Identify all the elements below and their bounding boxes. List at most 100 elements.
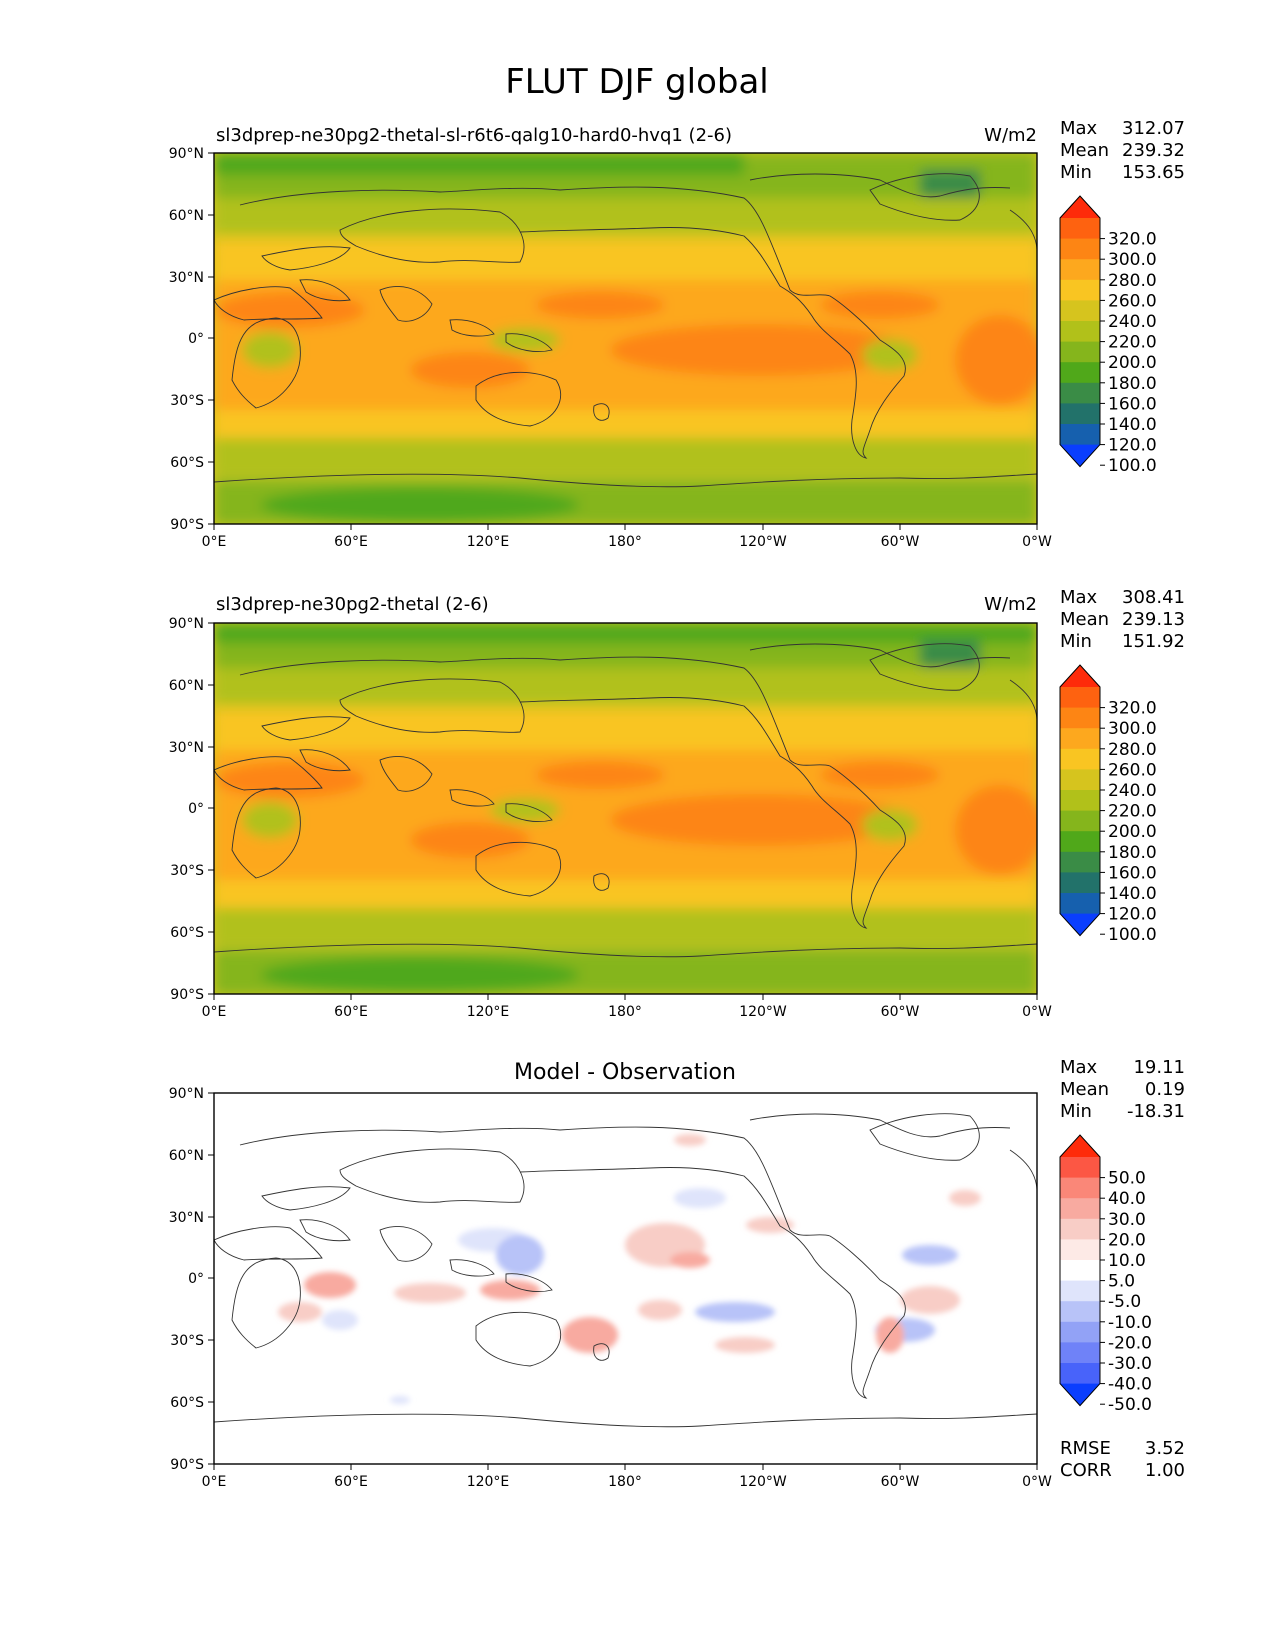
panel-1-lat-tick-90s: 90°S — [170, 517, 204, 533]
panel-1-lat-tick-60s: 60°S — [170, 455, 204, 471]
panel-2-lon-tick-60e: 60°E — [334, 1004, 368, 1020]
colorbar-tick-label: 240.0 — [1108, 312, 1157, 332]
colorbar-bin — [1060, 831, 1100, 853]
panel-3-lat-tick-60n: 60°N — [169, 1148, 204, 1164]
panel-2-map — [214, 623, 1037, 994]
panel-3-lon-axis: 0°E 60°E 120°E 180° 120°W 60°W 0°W — [202, 1464, 1052, 1490]
colorbar-bin — [1060, 403, 1100, 425]
colorbar-extend-top — [1060, 665, 1100, 687]
panel-2-lat-axis: 90°N 60°N 30°N 0° 30°S 60°S 90°S — [169, 616, 214, 1003]
panel-3-stat-mean-label: Mean — [1060, 1079, 1109, 1100]
panel-3-lat-tick-60s: 60°S — [170, 1395, 204, 1411]
panel-2-coastlines — [214, 643, 1037, 958]
colorbar-tick-label: 320.0 — [1108, 230, 1157, 250]
colorbar-tick-label: 140.0 — [1108, 884, 1157, 904]
panel-2-lon-tick-0e: 0°E — [202, 1004, 227, 1020]
colorbar-bin — [1060, 279, 1100, 301]
panel-1-lat-tick-30s: 30°S — [170, 393, 204, 409]
colorbar-tick-label: 300.0 — [1108, 250, 1157, 270]
colorbar-bin — [1060, 810, 1100, 832]
colorbar-tick-label: 220.0 — [1108, 802, 1157, 822]
colorbar-tick-label: -50.0 — [1108, 1395, 1152, 1415]
panel-2-lon-tick-120w: 120°W — [739, 1004, 787, 1020]
colorbar-tick-label: 180.0 — [1108, 843, 1157, 863]
colorbar-bin — [1060, 1198, 1100, 1220]
panel-2-lon-tick-120e: 120°E — [467, 1004, 510, 1020]
colorbar-bin — [1060, 1280, 1100, 1302]
panel-3-colorbar: 50.040.030.020.010.05.0-5.0-10.0-20.0-30… — [1059, 1134, 1152, 1415]
panel-2-lat-tick-30s: 30°S — [170, 863, 204, 879]
panel-2-stat-min-value: 151.92 — [1122, 631, 1185, 652]
panel-1-lat-axis: 90°N 60°N 30°N 0° 30°S 60°S 90°S — [169, 146, 214, 533]
colorbar-bin — [1060, 1218, 1100, 1240]
panel-3-lon-tick-180: 180° — [608, 1474, 642, 1490]
colorbar-tick-label: 220.0 — [1108, 333, 1157, 353]
panel-3-stat-mean-value: 0.19 — [1145, 1079, 1185, 1100]
colorbar-extend-bottom — [1060, 913, 1100, 936]
colorbar-bin — [1060, 1177, 1100, 1199]
colorbar-tick-label: 40.0 — [1108, 1189, 1146, 1209]
panel-2-colorbar: 320.0300.0280.0260.0240.0220.0200.0180.0… — [1059, 664, 1157, 945]
panel-2-stat-max-value: 308.41 — [1122, 587, 1185, 608]
colorbar-tick-label: 20.0 — [1108, 1230, 1146, 1250]
colorbar-tick-label: 180.0 — [1108, 374, 1157, 394]
panel-3-lat-tick-30n: 30°N — [169, 1210, 204, 1226]
colorbar-bin — [1060, 382, 1100, 404]
panel-1-stat-mean-label: Mean — [1060, 140, 1109, 161]
colorbar-bin — [1060, 728, 1100, 750]
panel-3-stat-max-label: Max — [1060, 1057, 1098, 1078]
colorbar-tick-label: 100.0 — [1108, 456, 1157, 476]
colorbar-bin — [1060, 341, 1100, 363]
colorbar-tick-label: 30.0 — [1108, 1210, 1146, 1230]
colorbar-tick-label: 260.0 — [1108, 760, 1157, 780]
panel-3-map — [214, 1093, 1037, 1464]
colorbar-tick-label: 160.0 — [1108, 863, 1157, 883]
panel-3-lat-tick-30s: 30°S — [170, 1333, 204, 1349]
colorbar-bin — [1060, 851, 1100, 873]
colorbar-tick-label: -40.0 — [1108, 1375, 1152, 1395]
panel-1-lon-tick-0e: 0°E — [202, 534, 227, 550]
panel-1-lon-tick-60e: 60°E — [334, 534, 368, 550]
colorbar-bin — [1060, 1260, 1100, 1282]
colorbar-tick-label: 120.0 — [1108, 436, 1157, 456]
panel-2-lat-tick-0: 0° — [188, 801, 204, 817]
panel-2-stat-mean-value: 239.13 — [1122, 609, 1185, 630]
panel-3-lat-axis: 90°N 60°N 30°N 0° 30°S 60°S 90°S — [169, 1086, 214, 1473]
colorbar-bin — [1060, 259, 1100, 281]
colorbar-bin — [1060, 1239, 1100, 1261]
panel-3-lat-tick-90n: 90°N — [169, 1086, 204, 1102]
panel-1-colorbar: 320.0300.0280.0260.0240.0220.0200.0180.0… — [1059, 195, 1157, 476]
colorbar-tick-label: 140.0 — [1108, 415, 1157, 435]
panel-3-rmse-value: 3.52 — [1145, 1438, 1185, 1459]
panel-2-units: W/m2 — [984, 594, 1037, 615]
colorbar-tick-label: 280.0 — [1108, 271, 1157, 291]
panel-2-stat-max-label: Max — [1060, 587, 1098, 608]
colorbar-tick-label: 200.0 — [1108, 822, 1157, 842]
panel-1-stat-mean-value: 239.32 — [1122, 140, 1185, 161]
colorbar-bin — [1060, 1363, 1100, 1385]
panel-3-lon-tick-0e: 0°E — [202, 1474, 227, 1490]
panel-3-lat-tick-90s: 90°S — [170, 1457, 204, 1473]
colorbar-tick-label: 50.0 — [1108, 1169, 1146, 1189]
panel-2-stat-mean-label: Mean — [1060, 609, 1109, 630]
colorbar-bin — [1060, 769, 1100, 791]
colorbar-tick-label: 300.0 — [1108, 719, 1157, 739]
panel-2-lon-axis: 0°E 60°E 120°E 180° 120°W 60°W 0°W — [202, 994, 1052, 1020]
panel-3-stat-min-value: -18.31 — [1127, 1101, 1185, 1122]
colorbar-tick-label: -5.0 — [1108, 1292, 1141, 1312]
panel-3-coastlines — [214, 1113, 1037, 1428]
colorbar-tick-label: 320.0 — [1108, 699, 1157, 719]
colorbar-bin — [1060, 1157, 1100, 1179]
colorbar-tick-label: 100.0 — [1108, 925, 1157, 945]
panel-2-title: sl3dprep-ne30pg2-thetal (2-6) — [216, 594, 489, 615]
panel-2-lat-tick-60s: 60°S — [170, 925, 204, 941]
colorbar-tick-label: -20.0 — [1108, 1333, 1152, 1353]
colorbar-bin — [1060, 1321, 1100, 1343]
colorbar-bin — [1060, 424, 1100, 446]
panel-3-lon-tick-60w: 60°W — [881, 1474, 920, 1490]
panel-1-lon-tick-120e: 120°E — [467, 534, 510, 550]
colorbar-bin — [1060, 748, 1100, 770]
colorbar-bin — [1060, 872, 1100, 894]
figure-title: FLUT DJF global — [505, 62, 769, 102]
panel-2-lat-tick-30n: 30°N — [169, 740, 204, 756]
